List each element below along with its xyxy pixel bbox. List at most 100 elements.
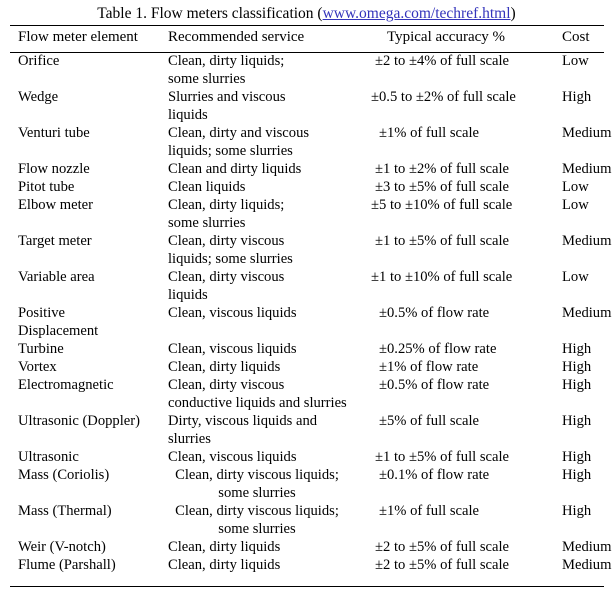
cell-flow-meter-element: Weir (V-notch): [18, 539, 106, 555]
cell-flow-meter-element: Orifice: [18, 53, 60, 69]
cell-typical-accuracy: ±1% of flow rate: [379, 359, 479, 375]
cell-flow-meter-element-line2: Displacement: [18, 323, 99, 339]
table-row: Electromagnetic Clean, dirty viscous condu…: [0, 376, 613, 412]
cell-recommended-service-line2: some slurries: [218, 485, 296, 501]
cell-recommended-service: Clean, viscous liquids: [168, 449, 297, 465]
cell-cost: High: [562, 359, 592, 375]
cell-typical-accuracy: ±5 to ±10% of full scale: [371, 197, 513, 213]
cell-flow-meter-element: Flume (Parshall): [18, 557, 116, 573]
cell-recommended-service: Clean, dirty liquids: [168, 557, 281, 573]
cell-recommended-service: Clean, dirty liquids; some slurries: [143, 196, 371, 232]
cell-cost: Medium: [562, 161, 612, 177]
table-bottom-rule: [10, 586, 604, 587]
cell-typical-accuracy: ±0.5 to ±2% of full scale: [371, 89, 516, 105]
cell-recommended-service-line2: liquids: [168, 107, 208, 123]
cell-flow-meter-element: Elbow meter: [18, 197, 93, 213]
cell-typical-accuracy: ±1 to ±10% of full scale: [371, 269, 513, 285]
cell-flow-meter-element: Target meter: [18, 233, 92, 249]
cell-flow-meter-element: Turbine: [18, 341, 64, 357]
cell-typical-accuracy: ±0.5% of flow rate: [379, 305, 490, 321]
cell-typical-accuracy: ±3 to ±5% of full scale: [375, 179, 509, 195]
cell-flow-meter-element: Variable area: [18, 269, 95, 285]
table-row: Orifice Clean, dirty liquids; some slurrie…: [0, 52, 613, 88]
column-header-service: Recommended service: [168, 29, 305, 45]
cell-recommended-service-line2: liquids; some slurries: [168, 251, 293, 267]
cell-recommended-service-line2: conductive liquids and slurries: [168, 395, 347, 411]
cell-flow-meter-element: Electromagnetic: [18, 377, 114, 393]
cell-recommended-service: Clean, dirty liquids; some slurries: [143, 52, 371, 88]
cell-recommended-service: Clean, viscous liquids: [168, 341, 297, 357]
cell-recommended-service: Clean, dirty liquids: [168, 539, 281, 555]
cell-cost: Medium: [562, 125, 612, 141]
table-row: Ultrasonic Clean, viscous liquids ±1 to ±5…: [0, 448, 613, 466]
cell-cost: Low: [562, 179, 589, 195]
cell-recommended-service-line2: liquids; some slurries: [168, 143, 293, 159]
cell-recommended-service: Clean, dirty liquids: [168, 359, 281, 375]
cell-cost: High: [562, 377, 592, 393]
table-row: Ultrasonic (Doppler) Dirty, viscous liqui…: [0, 412, 613, 448]
table-row: Positive Displacement Clean, viscous liqui…: [0, 304, 613, 340]
table-row: Variable area Clean, dirty viscous liquids…: [0, 268, 613, 304]
cell-flow-meter-element: Ultrasonic: [18, 449, 79, 465]
caption-source-link[interactable]: www.omega.com/techref.html: [322, 5, 511, 22]
cell-flow-meter-element: Flow nozzle: [18, 161, 90, 177]
cell-cost: Medium: [562, 539, 612, 555]
table-row: Wedge Slurries and viscous liquids ±0.5 to …: [0, 88, 613, 124]
cell-flow-meter-element: Mass (Thermal): [18, 503, 112, 519]
cell-cost: Low: [562, 269, 589, 285]
cell-recommended-service: Clean, dirty viscous liquids; some slurri…: [143, 466, 371, 502]
cell-typical-accuracy: ±1% of full scale: [379, 125, 479, 141]
table-caption: Table 1. Flow meters classification (www…: [0, 4, 613, 23]
cell-cost: High: [562, 341, 592, 357]
cell-recommended-service: Clean, dirty viscous liquids; some slurri…: [143, 502, 371, 538]
cell-cost: High: [562, 89, 592, 105]
cell-recommended-service-line2: liquids: [168, 287, 208, 303]
cell-recommended-service: Slurries and viscous liquids: [143, 88, 371, 124]
table-row: Flume (Parshall) Clean, dirty liquids ±2 t…: [0, 556, 613, 574]
table-row: Turbine Clean, viscous liquids ±0.25% of f…: [0, 340, 613, 358]
table-row: Vortex Clean, dirty liquids ±1% of flow ra…: [0, 358, 613, 376]
cell-flow-meter-element: Positive Displacement: [0, 304, 143, 340]
table-row: Flow nozzle Clean and dirty liquids ±1 to …: [0, 160, 613, 178]
cell-recommended-service: Clean, dirty viscous liquids: [143, 268, 371, 304]
column-header-cost: Cost: [562, 29, 590, 45]
table-top-rule: [10, 25, 604, 26]
cell-recommended-service: Clean, viscous liquids: [168, 305, 297, 321]
cell-recommended-service-line2: some slurries: [168, 71, 246, 87]
cell-recommended-service: Clean, dirty and viscous liquids; some sl…: [143, 124, 371, 160]
table-body: Orifice Clean, dirty liquids; some slurrie…: [0, 52, 613, 574]
cell-flow-meter-element: Vortex: [18, 359, 57, 375]
cell-recommended-service-line2: slurries: [168, 431, 211, 447]
cell-recommended-service: Clean and dirty liquids: [168, 161, 302, 177]
cell-recommended-service-line2: some slurries: [218, 521, 296, 537]
cell-cost: High: [562, 503, 592, 519]
cell-typical-accuracy: ±5% of full scale: [379, 413, 479, 429]
cell-recommended-service: Clean, dirty viscous conductive liquids a…: [143, 376, 371, 412]
caption-prefix: Table 1. Flow meters classification (: [97, 5, 323, 22]
cell-recommended-service-line2: some slurries: [168, 215, 246, 231]
cell-typical-accuracy: ±1 to ±2% of full scale: [375, 161, 509, 177]
column-header-element: Flow meter element: [18, 29, 138, 45]
cell-cost: Low: [562, 53, 589, 69]
table-row: Venturi tube Clean, dirty and viscous liqu…: [0, 124, 613, 160]
cell-cost: Medium: [562, 305, 612, 321]
cell-typical-accuracy: ±2 to ±4% of full scale: [375, 53, 509, 69]
cell-typical-accuracy: ±1 to ±5% of full scale: [375, 233, 509, 249]
table-row: Mass (Coriolis) Clean, dirty viscous liqu…: [0, 466, 613, 502]
cell-cost: Low: [562, 197, 589, 213]
flow-meters-table: Flow meter element Recommended service T…: [0, 28, 613, 574]
cell-flow-meter-element: Venturi tube: [18, 125, 90, 141]
table-header-rule: [10, 52, 604, 53]
cell-cost: Medium: [562, 557, 612, 573]
table-row: Target meter Clean, dirty viscous liquids;…: [0, 232, 613, 268]
table-row: Elbow meter Clean, dirty liquids; some slu…: [0, 196, 613, 232]
cell-typical-accuracy: ±0.25% of flow rate: [379, 341, 497, 357]
caption-suffix: ): [510, 5, 516, 22]
cell-cost: High: [562, 449, 592, 465]
cell-flow-meter-element: Pitot tube: [18, 179, 75, 195]
cell-flow-meter-element: Mass (Coriolis): [18, 467, 110, 483]
table-row: Mass (Thermal) Clean, dirty viscous liqui…: [0, 502, 613, 538]
table-header: Flow meter element Recommended service T…: [0, 28, 613, 52]
cell-typical-accuracy: ±0.1% of flow rate: [379, 467, 490, 483]
